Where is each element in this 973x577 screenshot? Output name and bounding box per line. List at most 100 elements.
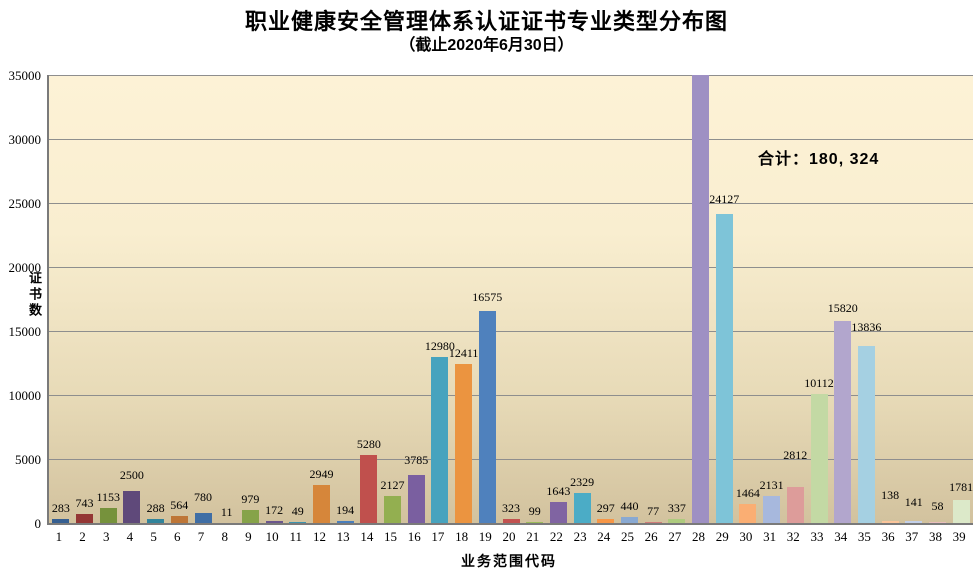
bar-value-label: 780 (194, 490, 212, 505)
bar-24 (597, 519, 615, 523)
bar-value-label: 564 (170, 497, 189, 512)
bar-34 (834, 320, 852, 523)
y-tick-label: 0 (34, 516, 42, 531)
y-tick-label: 10000 (8, 388, 42, 403)
bar-3 (99, 508, 117, 523)
x-tick-label: 17 (431, 529, 445, 544)
x-tick-label: 26 (644, 529, 658, 544)
bar-value-label: 2131 (759, 477, 784, 492)
bar-value-label: 440 (620, 499, 639, 514)
y-tick-label: 25000 (8, 196, 42, 211)
chart-subtitle: （截止2020年6月30日） (399, 37, 574, 54)
bar-value-label: 2127 (380, 477, 405, 492)
x-tick-label: 20 (502, 529, 516, 544)
bar-value-label: 141 (904, 495, 923, 510)
x-tick-label: 3 (102, 529, 110, 544)
bar-20 (502, 518, 520, 523)
x-tick-label: 33 (810, 529, 824, 544)
bar-value-label: 1464 (735, 486, 760, 501)
bar-value-label: 2812 (783, 448, 808, 463)
bar-value-label: 979 (241, 492, 260, 507)
bar-value-label: 194 (336, 502, 355, 517)
x-tick-label: 18 (455, 529, 469, 544)
bar-value-label: 743 (75, 495, 94, 510)
bar-2 (76, 513, 94, 523)
x-tick-label: 10 (265, 529, 279, 544)
bar-5 (147, 519, 165, 523)
bar-32 (786, 487, 804, 523)
bar-19 (478, 310, 496, 523)
bar-10 (265, 520, 283, 523)
gridline (49, 395, 973, 396)
x-tick-label: 8 (221, 529, 228, 544)
bar-value-label: 12980 (424, 338, 455, 353)
bar-value-label: 49 (291, 504, 304, 519)
x-tick-label: 29 (715, 529, 729, 544)
bar-21 (526, 521, 544, 523)
bar-27 (668, 518, 686, 523)
bar-value-label: 12411 (448, 346, 479, 361)
bar-33 (810, 393, 828, 523)
x-tick-label: 36 (881, 529, 895, 544)
bar-12 (312, 485, 330, 523)
x-tick-label: 12 (312, 529, 326, 544)
gridline (49, 267, 973, 268)
x-tick-label: 37 (905, 529, 919, 544)
bar-value-label: 337 (667, 500, 686, 515)
x-tick-label: 14 (360, 529, 374, 544)
x-tick-label: 23 (573, 529, 587, 544)
y-tick-label: 5000 (15, 452, 41, 467)
x-tick-label: 35 (857, 529, 871, 544)
x-tick-label: 39 (952, 529, 966, 544)
bar-value-label: 10112 (804, 375, 834, 390)
x-tick-label: 28 (692, 529, 706, 544)
x-tick-label: 22 (549, 529, 563, 544)
bar-1 (52, 519, 70, 523)
x-tick-label: 13 (336, 529, 350, 544)
x-tick-label: 15 (384, 529, 398, 544)
bar-value-label: 1643 (546, 483, 571, 498)
x-tick-label: 11 (289, 529, 303, 544)
x-tick-label: 34 (834, 529, 848, 544)
bar-value-label: 58 (931, 499, 944, 514)
x-axis-title: 业务范围代码 (461, 553, 557, 569)
y-axis-title: 证书数 (27, 271, 42, 319)
bar-17 (431, 356, 449, 523)
bar-30 (739, 504, 757, 523)
bar-value-label: 297 (596, 501, 615, 516)
bar-value-label: 2329 (570, 475, 595, 490)
bar-18 (455, 364, 473, 523)
y-tick-label: 30000 (8, 132, 42, 147)
x-tick-label: 30 (739, 529, 753, 544)
bar-9 (241, 510, 259, 523)
bar-value-label: 77 (647, 504, 660, 519)
bar-37 (905, 521, 923, 523)
gridline (49, 331, 973, 332)
bar-value-label: 24127 (709, 192, 740, 207)
bar-value-label: 2500 (119, 468, 144, 482)
bar-13 (336, 520, 354, 523)
x-tick-label: 27 (668, 529, 682, 544)
x-tick-label: 25 (620, 529, 634, 544)
bar-value-label: 15820 (827, 300, 858, 315)
bar-7 (194, 513, 212, 523)
x-tick-label: 16 (407, 529, 421, 544)
gridline (49, 75, 973, 76)
total-annotation: 合计：180, 324 (758, 151, 880, 168)
bar-4 (123, 491, 141, 523)
bar-11 (289, 522, 307, 523)
chart-title: 职业健康安全管理体系认证证书专业类型分布图 (244, 9, 728, 34)
bar-39 (952, 500, 970, 523)
bar-31 (763, 495, 781, 523)
bar-value-label: 99 (528, 503, 541, 518)
x-tick-label: 2 (79, 529, 86, 544)
x-tick-label: 5 (150, 529, 157, 544)
bar-value-label: 5280 (356, 437, 381, 452)
bar-value-label: 13836 (851, 319, 882, 334)
x-tick-label: 9 (245, 529, 252, 544)
y-tick-label: 15000 (8, 324, 42, 339)
x-tick-label: 24 (597, 529, 611, 544)
bar-25 (620, 517, 638, 523)
bar-value-label: 16575 (472, 289, 503, 304)
bar-value-label: 3785 (404, 452, 429, 467)
